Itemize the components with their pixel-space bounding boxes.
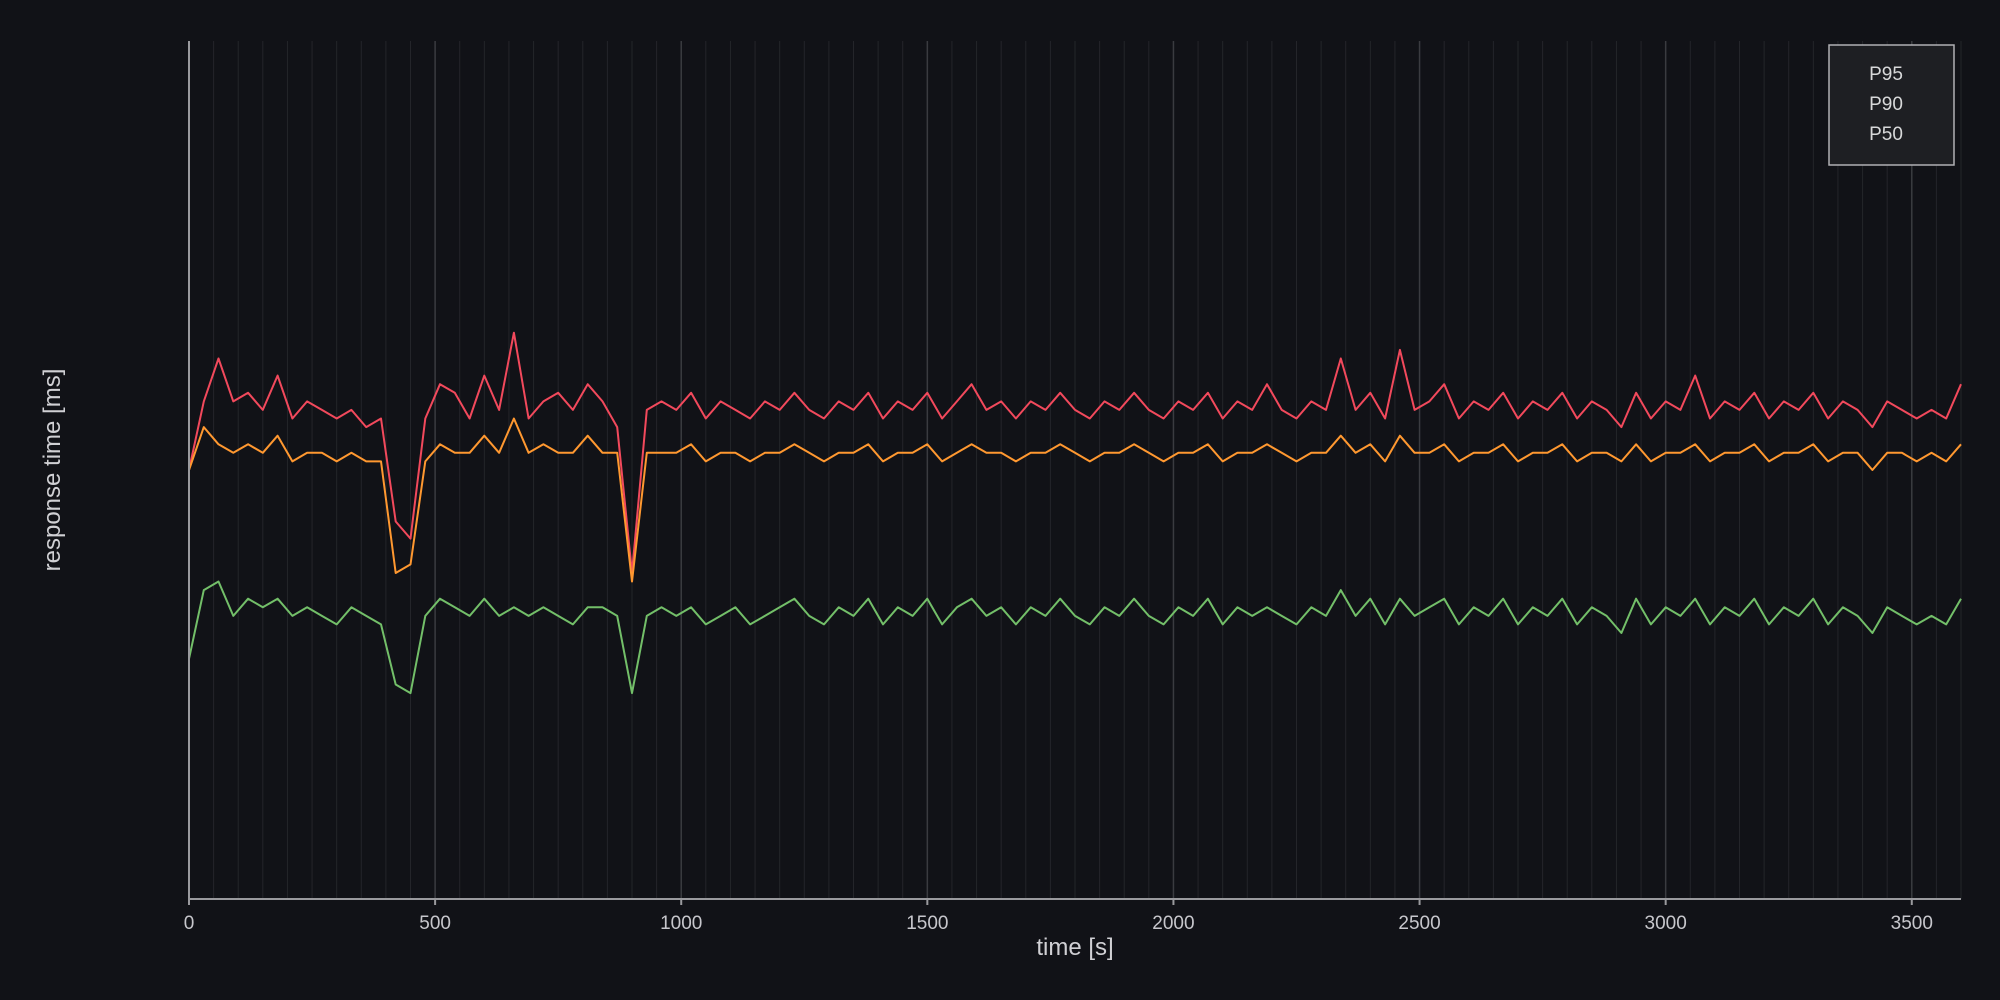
legend-item-p50: P50 — [1869, 124, 1903, 145]
x-tick-label: 3500 — [1891, 913, 1933, 934]
series-line-p50 — [188, 580, 1962, 695]
legend-box — [1828, 44, 1955, 166]
x-tick-label: 1500 — [906, 913, 948, 934]
series-lines — [188, 331, 1962, 695]
x-tick-label: 2000 — [1152, 913, 1194, 934]
y-axis-title: response time [ms] — [39, 369, 66, 572]
legend: P95 P90 P50 — [1828, 44, 1955, 166]
x-tick-label: 1000 — [660, 913, 702, 934]
x-tick-label: 3000 — [1645, 913, 1687, 934]
x-tick-label: 500 — [419, 913, 451, 934]
series-line-p95 — [188, 331, 1962, 574]
x-ticks: 0 500 1000 1500 2000 2500 3000 3500 — [184, 899, 1933, 934]
grid-lines — [213, 41, 1962, 899]
series-line-p90 — [188, 417, 1962, 583]
legend-item-p95: P95 — [1869, 64, 1903, 85]
x-tick-label: 2500 — [1398, 913, 1440, 934]
x-axis-title: time [s] — [1036, 934, 1113, 961]
legend-item-p90: P90 — [1869, 94, 1903, 115]
x-tick-label: 0 — [184, 913, 195, 934]
